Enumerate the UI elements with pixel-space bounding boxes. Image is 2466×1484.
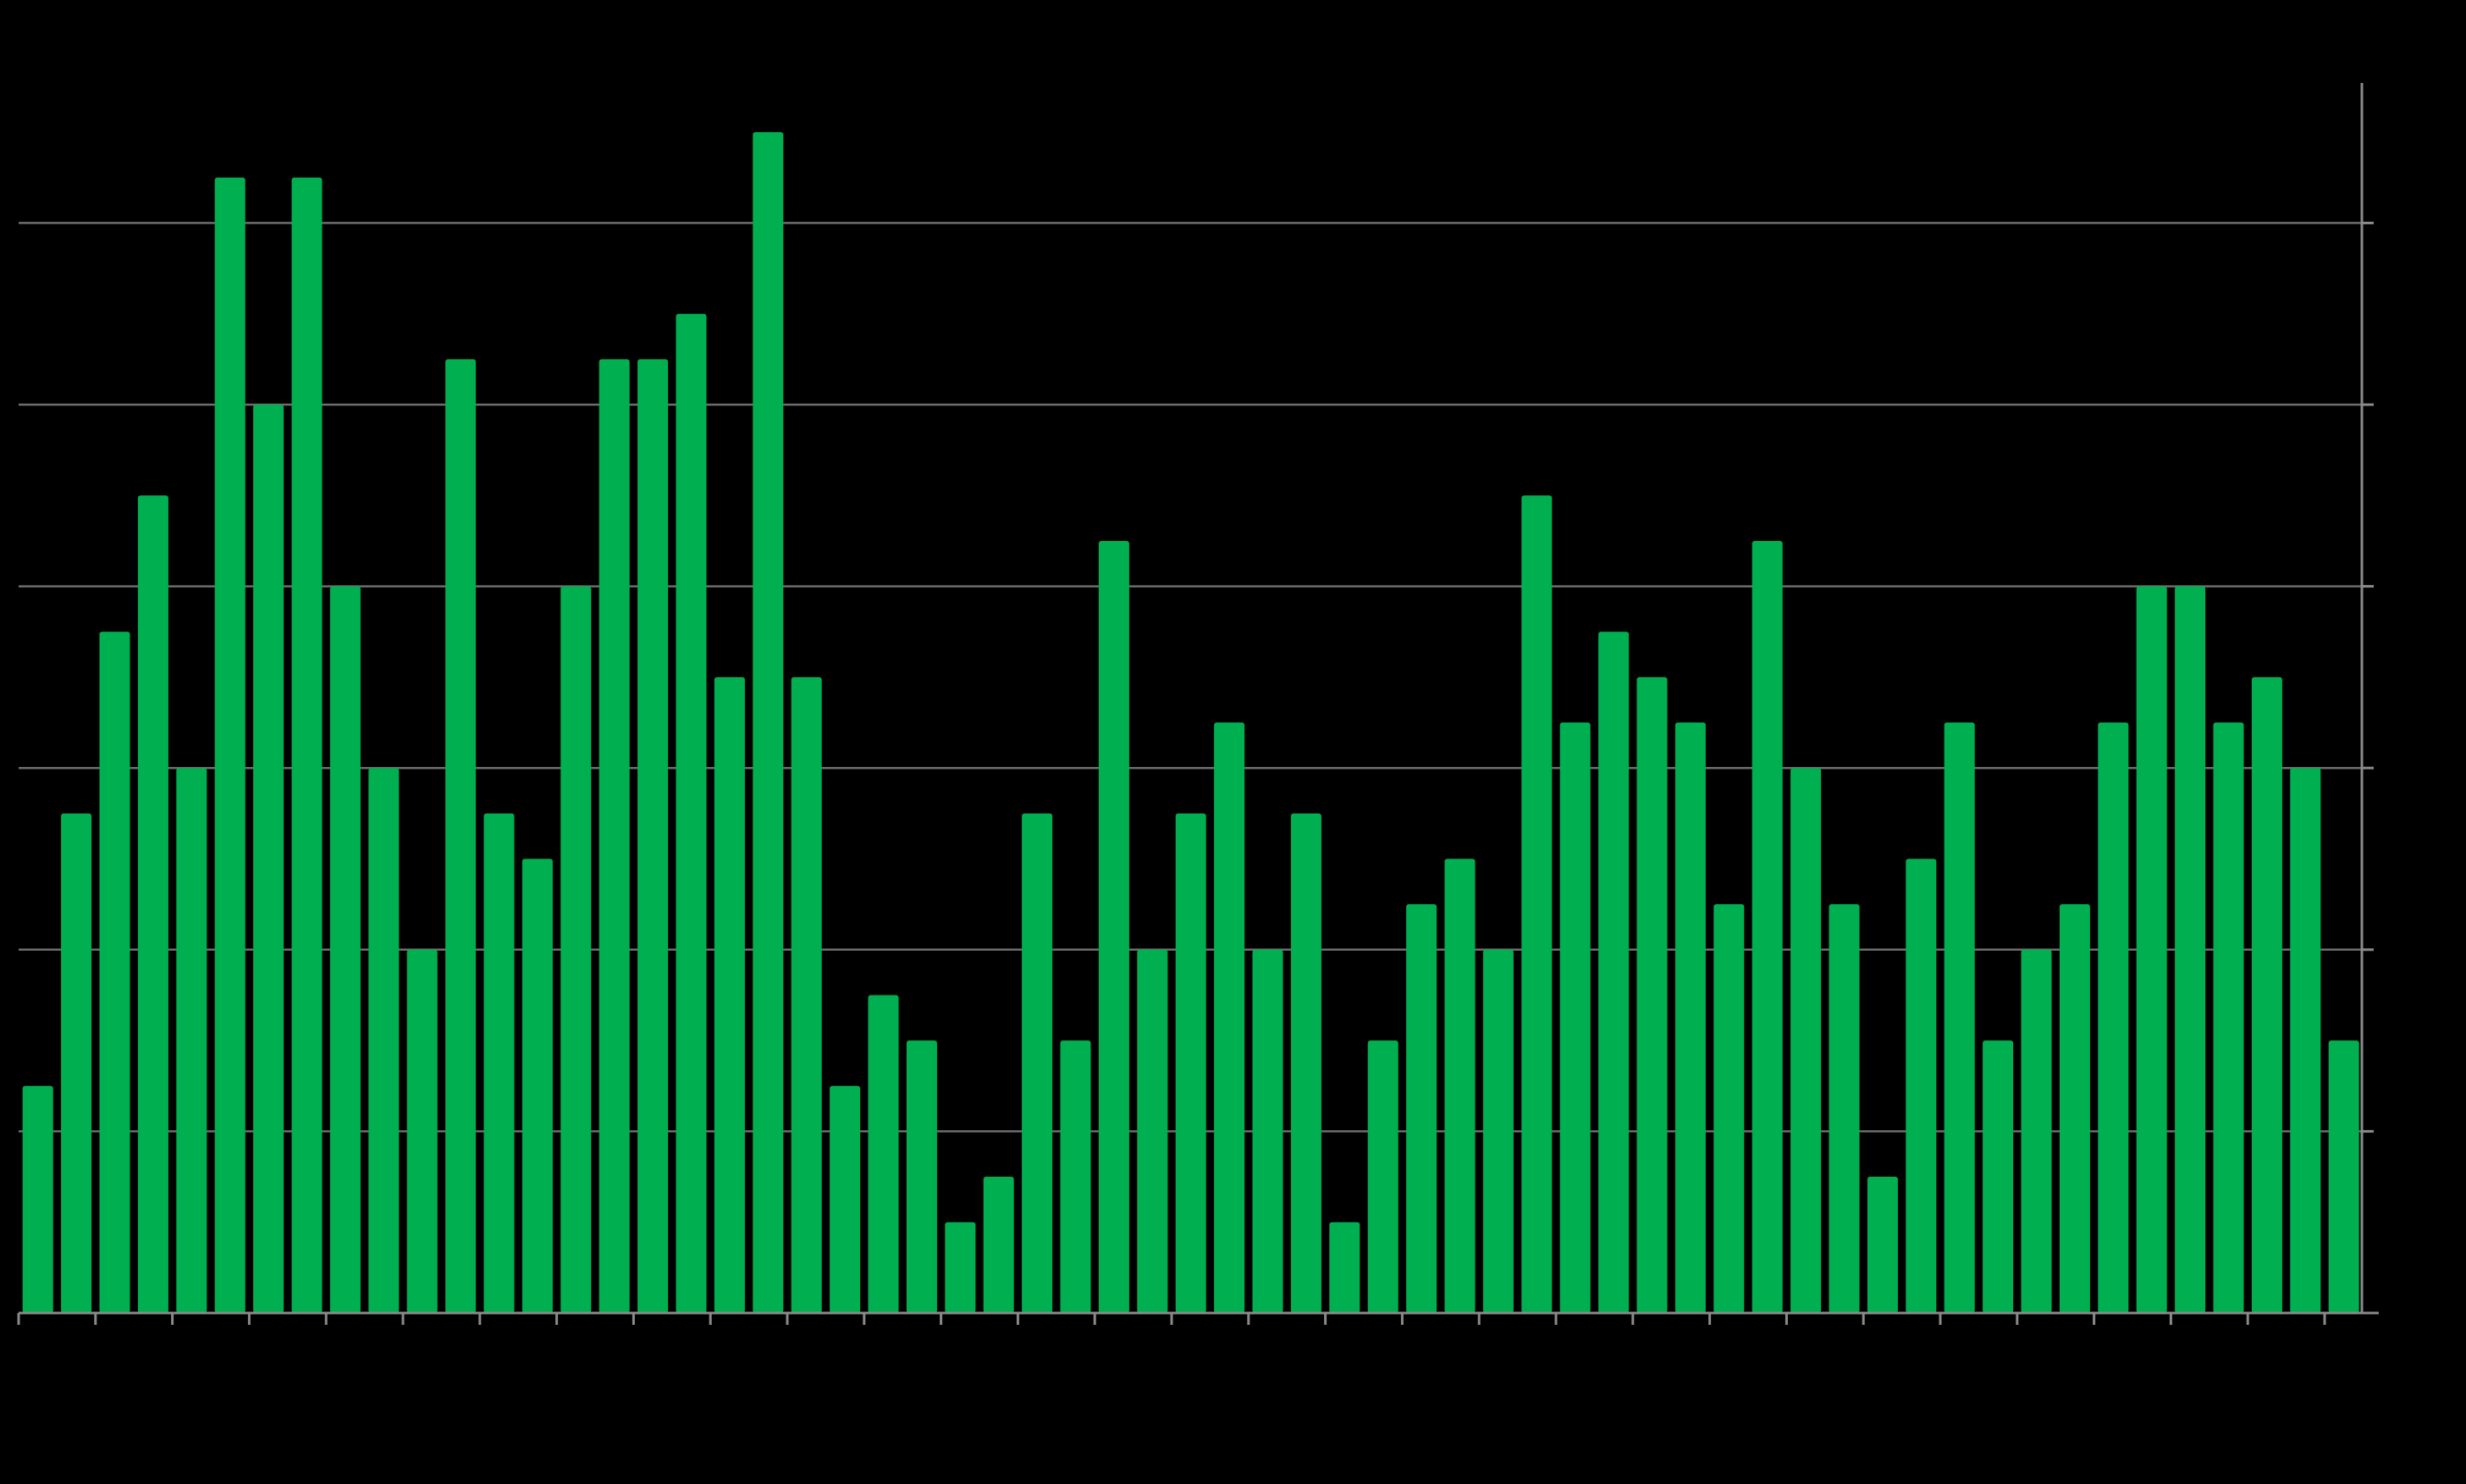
bar: [1214, 722, 1245, 1313]
bar: [1290, 813, 1321, 1313]
bar: [1521, 495, 1553, 1313]
bar: [1636, 676, 1668, 1313]
bar: [2328, 1040, 2359, 1313]
bar: [253, 405, 284, 1313]
bar: [329, 586, 361, 1313]
bar: [1137, 949, 1168, 1313]
bar: [1713, 904, 1745, 1313]
bar: [2290, 768, 2321, 1313]
bar: [445, 359, 477, 1314]
bar: [1406, 904, 1437, 1313]
bar: [1175, 813, 1206, 1313]
bar: [753, 132, 784, 1314]
bar: [1867, 1177, 1898, 1313]
bar: [1022, 813, 1053, 1313]
bar: [1829, 904, 1860, 1313]
bar: [176, 768, 207, 1313]
bar: [1674, 722, 1706, 1313]
bar: [1329, 1222, 1360, 1313]
bar: [1598, 632, 1630, 1313]
bar: [1944, 722, 1975, 1313]
bar: [791, 676, 822, 1313]
bar: [676, 313, 707, 1314]
bar: [2175, 586, 2206, 1313]
bar: [1752, 540, 1783, 1313]
bar: [2098, 722, 2129, 1313]
axes: [17, 83, 2379, 1325]
bar: [599, 359, 630, 1314]
bar: [2213, 722, 2244, 1313]
bar: [2136, 586, 2167, 1313]
bar: [637, 359, 669, 1314]
bar: [2021, 949, 2052, 1313]
bar: [1367, 1040, 1399, 1313]
bar: [1252, 949, 1283, 1313]
bar: [830, 1085, 861, 1313]
bar: [521, 858, 553, 1313]
bar: [483, 813, 515, 1313]
bar: [868, 995, 899, 1313]
bar: [906, 1040, 937, 1313]
bar: [1906, 858, 1937, 1313]
bar: [137, 495, 168, 1313]
bar: [714, 676, 745, 1313]
bar: [214, 177, 245, 1313]
bar: [22, 1085, 53, 1313]
bar: [368, 768, 400, 1313]
bar: [1559, 722, 1591, 1313]
bar: [61, 813, 92, 1313]
bar: [1098, 540, 1129, 1313]
bar: [406, 949, 438, 1313]
bar: [2059, 904, 2090, 1313]
bar: [291, 177, 323, 1313]
bar: [1482, 949, 1514, 1313]
bar: [983, 1177, 1014, 1313]
bar: [1790, 768, 1822, 1313]
bar: [1060, 1040, 1091, 1313]
bars: [22, 132, 2359, 1314]
bar: [1444, 858, 1476, 1313]
bar: [560, 586, 592, 1313]
bar: [2251, 676, 2282, 1313]
bar: [99, 632, 130, 1313]
bar: [1983, 1040, 2014, 1313]
bar: [945, 1222, 976, 1313]
